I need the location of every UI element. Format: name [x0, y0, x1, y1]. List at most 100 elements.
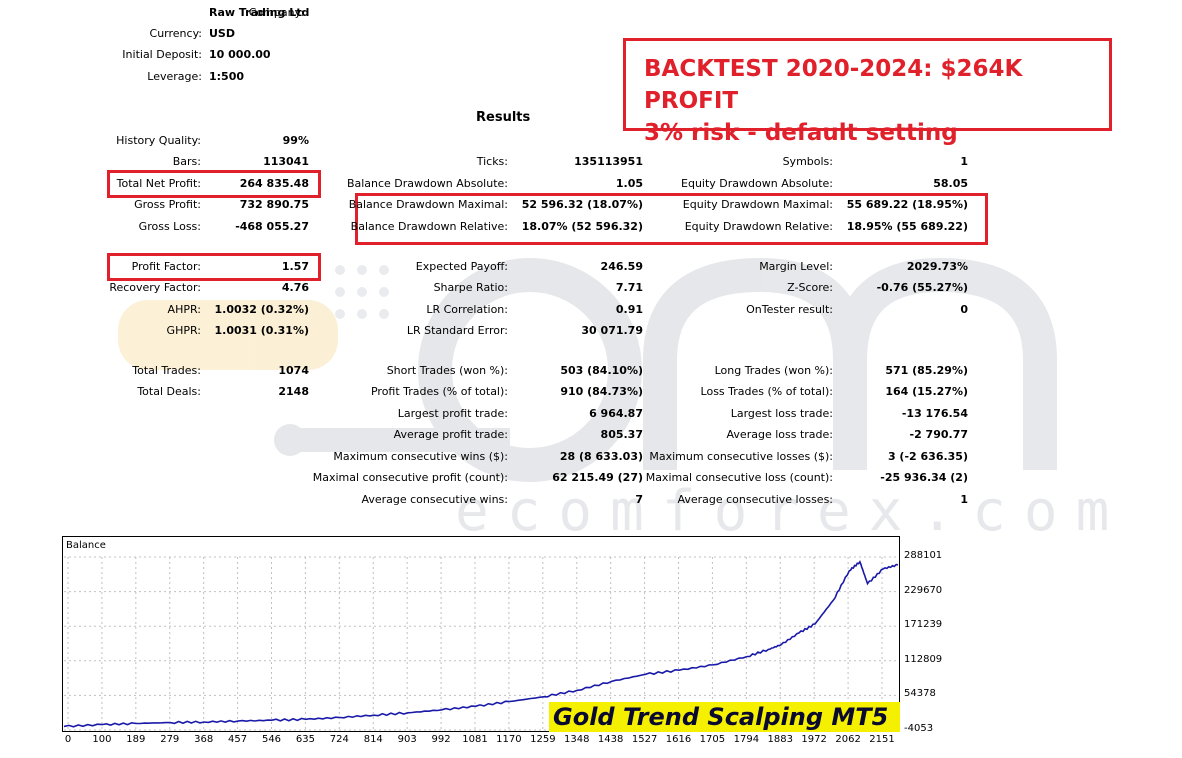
col1-label: Total Trades: [132, 364, 201, 377]
col3-value: 164 (15.27%) [885, 385, 968, 398]
col2-label: Balance Drawdown Relative: [350, 220, 508, 233]
col3-value: -13 176.54 [901, 407, 968, 420]
col1-label: Gross Profit: [134, 198, 201, 211]
col1-value: 264 835.48 [239, 177, 309, 190]
watermark-o [418, 258, 642, 482]
col3-label: Largest loss trade: [730, 407, 833, 420]
watermark-m [643, 257, 1057, 470]
watermark-dot [274, 424, 306, 456]
highlight-profit-factor [107, 253, 321, 281]
col2-value: 52 596.32 (18.07%) [521, 198, 643, 211]
x-tick-label: 1883 [767, 734, 793, 745]
col1-value: 113041 [263, 155, 309, 168]
x-tick-label: 1170 [496, 734, 522, 745]
col3-label: Maximum consecutive losses ($): [649, 450, 833, 463]
col2-label: LR Standard Error: [406, 324, 508, 337]
col2-label: Maximum consecutive wins ($): [333, 450, 508, 463]
highlight-drawdown [355, 193, 988, 245]
col1-value: 99% [282, 134, 309, 147]
col1-value: 1.57 [281, 260, 309, 273]
col1-value: 1074 [278, 364, 309, 377]
col3-label: Average consecutive losses: [677, 493, 833, 506]
col3-value: 58.05 [933, 177, 968, 190]
col3-value: -2 790.77 [909, 428, 969, 441]
currency-label: Currency: [149, 27, 202, 40]
col2-label: Sharpe Ratio: [433, 281, 508, 294]
col2-label: Short Trades (won %): [386, 364, 508, 377]
x-tick-label: 1348 [564, 734, 590, 745]
x-tick-label: 635 [295, 734, 315, 745]
x-tick-label: 279 [160, 734, 180, 745]
col3-value: 3 (-2 636.35) [887, 450, 968, 463]
col3-label: OnTester result: [746, 303, 833, 316]
leverage-label: Leverage: [147, 70, 202, 83]
product-label: Gold Trend Scalping MT5 [549, 702, 900, 732]
col3-value: 1 [960, 155, 968, 168]
col2-value: 1.05 [615, 177, 643, 190]
col2-value: 6 964.87 [589, 407, 643, 420]
col1-value: -468 055.27 [235, 220, 309, 233]
leverage-value: 1:500 [209, 70, 245, 83]
col1-value: 4.76 [281, 281, 309, 294]
x-tick-label: 992 [431, 734, 451, 745]
col2-value: 0.91 [615, 303, 643, 316]
y-tick-label: 54378 [904, 688, 936, 700]
x-tick-label: 546 [261, 734, 282, 745]
col1-label: Bars: [172, 155, 201, 168]
company-label: Company: [248, 6, 304, 19]
col2-value: 62 215.49 (27) [552, 471, 643, 484]
x-tick-label: 100 [92, 734, 112, 745]
col3-label: Margin Level: [759, 260, 833, 273]
x-tick-label: 368 [194, 734, 214, 745]
col3-label: Equity Drawdown Absolute: [681, 177, 833, 190]
banner-line-2: 3% risk - default setting [644, 120, 958, 146]
x-tick-label: 1794 [733, 734, 760, 745]
col1-label: Recovery Factor: [109, 281, 201, 294]
y-tick-label: -4053 [904, 723, 934, 734]
y-tick-label: 229670 [904, 584, 943, 596]
col2-value: 7.71 [615, 281, 643, 294]
col1-value: 2148 [278, 385, 309, 398]
col1-label: Total Net Profit: [116, 177, 201, 190]
col3-value: -0.76 (55.27%) [876, 281, 968, 294]
col2-label: Profit Trades (% of total): [370, 385, 508, 398]
col2-label: Maximal consecutive profit (count): [312, 471, 508, 484]
col3-value: 55 689.22 (18.95%) [846, 198, 968, 211]
col1-label: History Quality: [116, 134, 201, 147]
col3-label: Loss Trades (% of total): [700, 385, 833, 398]
col2-value: 910 (84.73%) [560, 385, 643, 398]
col2-value: 135113951 [574, 155, 643, 168]
banner-line-1: BACKTEST 2020-2024: $264K PROFIT [644, 56, 1023, 114]
y-tick-label: 112809 [904, 653, 943, 665]
watermark-swoosh [118, 300, 338, 370]
col2-label: Balance Drawdown Maximal: [348, 198, 508, 211]
col3-label: Equity Drawdown Relative: [684, 220, 833, 233]
col1-value: 1.0032 (0.32%) [214, 303, 310, 316]
col1-label: AHPR: [167, 303, 201, 316]
col1-label: Profit Factor: [131, 260, 201, 273]
backtest-banner: BACKTEST 2020-2024: $264K PROFIT 3% risk… [623, 38, 1112, 146]
col3-value: 1 [960, 493, 968, 506]
col2-value: 503 (84.10%) [560, 364, 643, 377]
col2-label: Average consecutive wins: [361, 493, 508, 506]
y-tick-label: 171239 [904, 619, 943, 631]
company-value: Raw Trading Ltd [209, 6, 310, 19]
highlight-net-profit [107, 170, 321, 198]
col1-label: Gross Loss: [138, 220, 201, 233]
x-tick-label: 1259 [530, 734, 556, 745]
watermark-dots [335, 265, 389, 319]
x-tick-label: 2062 [835, 734, 861, 745]
x-tick-label: 724 [329, 734, 349, 745]
deposit-label: Initial Deposit: [122, 48, 202, 61]
col2-label: Balance Drawdown Absolute: [346, 177, 508, 190]
x-tick-label: 189 [126, 734, 146, 745]
col3-label: Average loss trade: [726, 428, 833, 441]
col3-value: 2029.73% [906, 260, 968, 273]
x-tick-label: 457 [228, 734, 248, 745]
x-tick-label: 903 [397, 734, 417, 745]
col2-label: Average profit trade: [393, 428, 508, 441]
col2-value: 28 (8 633.03) [559, 450, 643, 463]
col3-value: -25 936.34 (2) [880, 471, 968, 484]
